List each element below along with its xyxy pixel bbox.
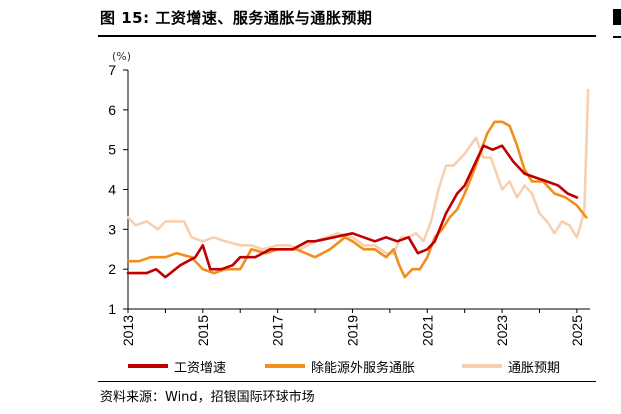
legend-label-expectations: 通胀预期 (508, 360, 561, 376)
y-tick-label: 7 (108, 62, 116, 78)
x-tick-label: 2015 (195, 315, 211, 346)
x-tick-label: 2017 (270, 315, 286, 346)
x-tick-label: 2025 (569, 315, 585, 346)
series-line-0 (126, 144, 579, 279)
adjacent-figure-rule (613, 36, 621, 38)
x-tick-label: 2013 (120, 315, 136, 346)
source-note: 资料来源：Wind，招银国际环球市场 (100, 390, 315, 405)
title-rule (98, 35, 596, 37)
legend-swatch-expectations (462, 364, 502, 368)
y-tick-label: 4 (108, 182, 116, 198)
legend-swatch-wage (128, 364, 168, 368)
legend-item-services: 除能源外服务通胀 (265, 356, 415, 376)
y-tick-label: 3 (108, 221, 116, 237)
chart-axes: (%) 1 2 3 4 5 6 7 2013 2015 2017 2019 2021 2023 2025 (108, 50, 590, 346)
legend-label-wage: 工资增速 (174, 360, 227, 376)
x-tick-label: 2023 (494, 315, 510, 346)
y-tick-label: 1 (108, 301, 116, 317)
legend-item-expectations: 通胀预期 (462, 356, 560, 376)
x-tick-label: 2021 (419, 315, 435, 346)
series-line-1 (126, 120, 588, 279)
legend-item-wage: 工资增速 (128, 356, 226, 376)
legend-label-services: 除能源外服务通胀 (311, 360, 416, 376)
y-tick-label: 5 (108, 142, 116, 158)
legend-swatch-services (265, 364, 305, 368)
series-line-2 (126, 88, 590, 255)
y-axis-unit-label: (%) (112, 50, 131, 63)
plot-area (126, 88, 590, 279)
source-rule (98, 381, 596, 382)
y-tick-label: 2 (108, 261, 116, 277)
y-tick-label: 6 (108, 102, 116, 118)
chart-title: 图 15: 工资增速、服务通胀与通胀预期 (100, 9, 373, 27)
x-tick-label: 2019 (344, 315, 360, 346)
adjacent-figure-edge (613, 9, 621, 25)
